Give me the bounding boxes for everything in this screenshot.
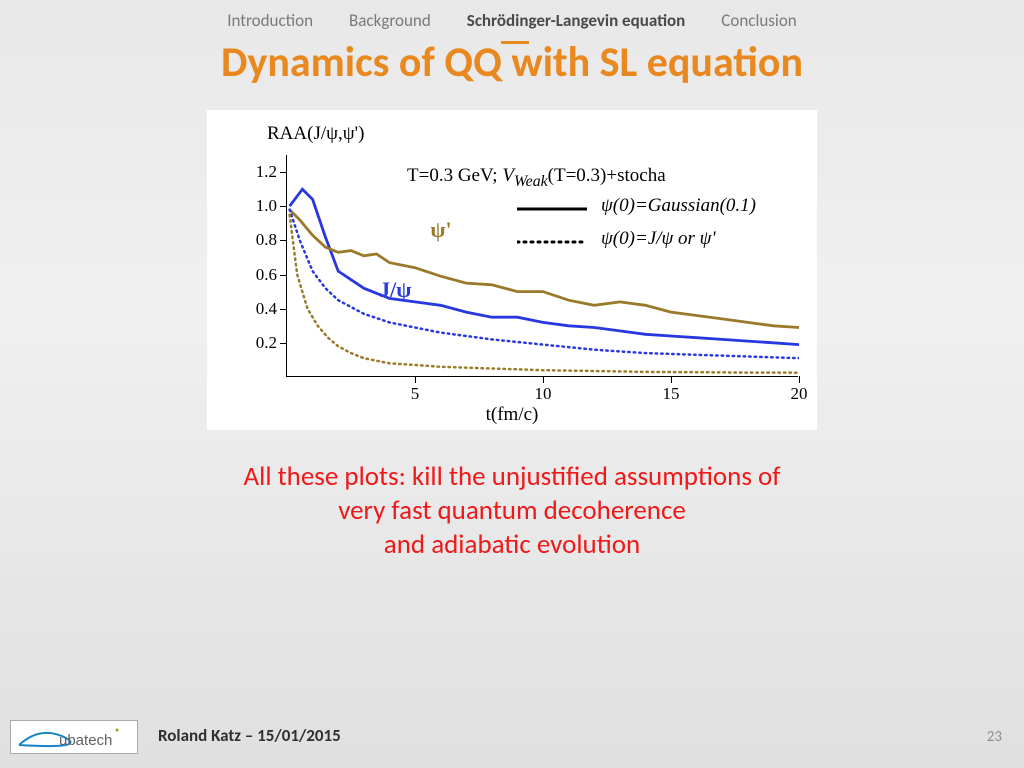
chart-container: RAA(J/ψ,ψ') T=0.3 GeV; VWeak(T=0.3)+stoc… — [207, 110, 817, 430]
curves-svg — [287, 155, 799, 377]
y-tick-label: 0.6 — [256, 265, 277, 285]
nav-breadcrumb: Introduction Background Schrödinger-Langev… — [0, 0, 1024, 31]
x-tick — [415, 376, 416, 383]
y-axis-label: RAA(J/ψ,ψ') — [267, 123, 364, 145]
caption: All these plots: kill the unjustified as… — [0, 460, 1024, 561]
y-tick — [280, 206, 287, 207]
x-tick-label: 15 — [663, 384, 680, 404]
x-tick-label: 5 — [411, 384, 420, 404]
y-tick-label: 0.2 — [256, 333, 277, 353]
series-brown-solid — [290, 210, 799, 328]
y-tick — [280, 309, 287, 310]
series-blue-solid — [290, 189, 799, 344]
x-tick-label: 20 — [791, 384, 808, 404]
nav-item[interactable]: Introduction — [227, 10, 313, 31]
y-tick — [280, 275, 287, 276]
title-qbar: Q — [473, 37, 502, 88]
y-tick-label: 1.0 — [256, 196, 277, 216]
curve-label: ψ' — [430, 217, 451, 243]
caption-line3: and adiabatic evolution — [0, 528, 1024, 562]
series-brown-dotted — [290, 215, 799, 373]
x-axis-label: t(fm/c) — [486, 404, 539, 426]
y-tick-label: 0.8 — [256, 230, 277, 250]
logo-text: ubatech — [59, 732, 112, 749]
author-date: Roland Katz – 15/01/2015 — [158, 725, 341, 746]
y-tick-label: 0.4 — [256, 299, 277, 319]
y-tick-label: 1.2 — [256, 162, 277, 182]
y-tick — [280, 343, 287, 344]
nav-item[interactable]: Schrödinger-Langevin equation — [467, 10, 686, 31]
x-tick — [799, 376, 800, 383]
y-tick — [280, 240, 287, 241]
x-tick-label: 10 — [535, 384, 552, 404]
nav-item[interactable]: Conclusion — [721, 10, 796, 31]
footer: ubatech Roland Katz – 15/01/2015 23 — [0, 714, 1024, 754]
title-post: with SL equation — [502, 37, 803, 88]
x-tick — [543, 376, 544, 383]
caption-line2: very fast quantum decoherence — [0, 494, 1024, 528]
title-pre: Dynamics of Q — [221, 37, 473, 88]
logo: ubatech — [10, 720, 138, 754]
y-tick — [280, 172, 287, 173]
nav-item[interactable]: Background — [349, 10, 431, 31]
caption-line1: All these plots: kill the unjustified as… — [0, 460, 1024, 494]
page-title: Dynamics of QQ with SL equation — [0, 37, 1024, 88]
plot-area: 0.20.40.60.81.01.25101520ψ'J/ψ — [286, 155, 798, 377]
page-number: 23 — [987, 728, 1002, 746]
x-tick — [671, 376, 672, 383]
series-blue-dotted — [290, 210, 799, 359]
curve-label: J/ψ — [379, 277, 411, 303]
